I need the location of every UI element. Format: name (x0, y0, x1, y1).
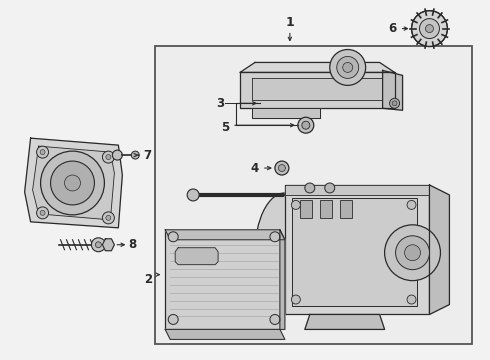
Circle shape (37, 207, 49, 219)
Circle shape (270, 232, 280, 242)
Circle shape (40, 210, 45, 215)
Circle shape (407, 295, 416, 304)
Polygon shape (102, 239, 114, 251)
Circle shape (337, 57, 359, 78)
Polygon shape (252, 108, 320, 118)
Polygon shape (24, 138, 122, 228)
Circle shape (112, 150, 122, 160)
Circle shape (343, 62, 353, 72)
Bar (285, 185, 429, 315)
Circle shape (187, 189, 199, 201)
Circle shape (106, 154, 111, 159)
Text: 3: 3 (216, 97, 224, 110)
Text: 6: 6 (389, 22, 397, 35)
Text: 4: 4 (251, 162, 259, 175)
Bar (165, 230, 280, 329)
Circle shape (106, 215, 111, 220)
Circle shape (405, 245, 420, 261)
Bar (340, 200, 352, 218)
Circle shape (292, 201, 300, 210)
Circle shape (292, 295, 300, 304)
Circle shape (412, 11, 447, 46)
Circle shape (92, 238, 105, 252)
Circle shape (425, 24, 434, 32)
Circle shape (392, 101, 397, 106)
Circle shape (395, 236, 429, 270)
Bar (292, 198, 416, 306)
Circle shape (270, 315, 280, 324)
Circle shape (50, 161, 95, 205)
Polygon shape (165, 329, 285, 339)
Circle shape (168, 315, 178, 324)
Text: 8: 8 (128, 238, 136, 251)
Circle shape (278, 165, 285, 171)
Polygon shape (305, 315, 385, 329)
Circle shape (102, 151, 114, 163)
Circle shape (419, 19, 440, 39)
Polygon shape (175, 248, 218, 265)
Polygon shape (165, 230, 285, 240)
Circle shape (385, 225, 441, 280)
Polygon shape (252, 78, 382, 100)
Circle shape (390, 98, 399, 108)
Circle shape (305, 183, 315, 193)
Ellipse shape (255, 193, 315, 312)
Circle shape (40, 150, 45, 154)
Circle shape (325, 183, 335, 193)
Circle shape (96, 242, 101, 248)
Polygon shape (285, 185, 429, 195)
Polygon shape (429, 185, 449, 315)
Polygon shape (383, 71, 403, 110)
Circle shape (37, 146, 49, 158)
Circle shape (275, 161, 289, 175)
Circle shape (302, 121, 310, 129)
Polygon shape (240, 62, 394, 72)
Circle shape (330, 50, 366, 85)
Circle shape (102, 212, 114, 224)
Circle shape (298, 117, 314, 133)
Bar (155, 45, 472, 345)
Text: 1: 1 (286, 16, 294, 29)
Circle shape (407, 201, 416, 210)
Polygon shape (280, 230, 285, 329)
Bar (300, 200, 312, 218)
Circle shape (41, 151, 104, 215)
Text: 2: 2 (144, 273, 152, 286)
Polygon shape (240, 72, 394, 108)
Circle shape (168, 232, 178, 242)
Bar (320, 200, 332, 218)
Circle shape (131, 151, 139, 159)
Polygon shape (33, 146, 114, 220)
Text: 5: 5 (221, 121, 229, 134)
Text: 7: 7 (143, 149, 151, 162)
Circle shape (65, 175, 80, 191)
